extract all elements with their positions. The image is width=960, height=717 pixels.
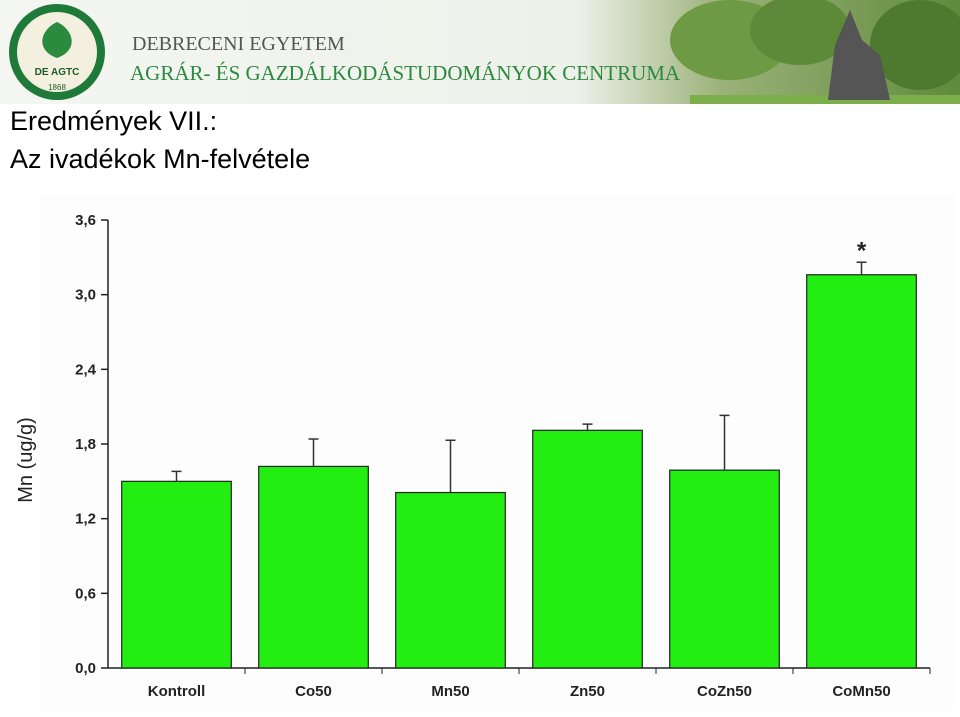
- logo-leaf: [42, 22, 72, 58]
- error-bar: [308, 438, 319, 467]
- tree: [870, 0, 960, 90]
- error-bar: [719, 414, 730, 471]
- y-tick-label: 1,2: [75, 511, 96, 528]
- bar: [669, 469, 780, 669]
- x-tick-label: Co50: [295, 683, 332, 700]
- bar: [258, 465, 369, 669]
- y-tick-label: 3,6: [75, 212, 96, 229]
- error-bar: [171, 470, 182, 482]
- slide-subtitle: Az ivadékok Mn-felvétele: [10, 144, 310, 174]
- center-name: AGRÁR- ÉS GAZDÁLKODÁSTUDOMÁNYOK CENTRUMA: [130, 61, 681, 85]
- logo-year: 1868: [48, 83, 66, 92]
- x-tick-label: CoMn50: [832, 683, 890, 700]
- institution: DEBRECENI EGYETEM: [132, 33, 345, 55]
- bar: [395, 491, 506, 669]
- bar: [532, 429, 643, 669]
- y-tick-label: 2,4: [75, 361, 97, 378]
- slide-title: Eredmények VII.:: [10, 106, 217, 136]
- y-axis-label: Mn (ug/g): [15, 417, 37, 503]
- x-tick-label: CoZn50: [697, 683, 752, 700]
- y-tick-label: 3,0: [75, 287, 96, 304]
- x-tick-label: Kontroll: [148, 683, 206, 700]
- y-tick-label: 0,0: [75, 660, 96, 677]
- tree: [750, 0, 850, 65]
- x-tick-label: Mn50: [431, 683, 469, 700]
- bar: [806, 274, 917, 669]
- y-tick-label: 0,6: [75, 585, 96, 602]
- statue: [828, 10, 890, 100]
- annotation: *: [857, 237, 867, 264]
- x-tick-label: Zn50: [570, 683, 605, 700]
- error-bar: [445, 439, 456, 493]
- lawn: [690, 95, 960, 104]
- error-bar: [582, 423, 593, 431]
- y-tick-label: 1,8: [75, 436, 96, 453]
- error-bar: [856, 261, 867, 275]
- logo-text: DE AGTC: [35, 67, 80, 78]
- bar: [121, 480, 232, 669]
